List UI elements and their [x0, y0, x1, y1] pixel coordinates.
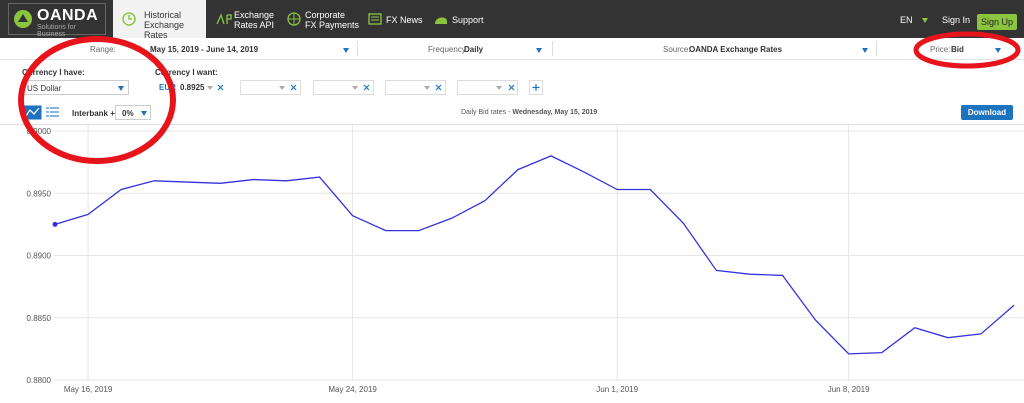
nav-line: Corporate	[305, 10, 346, 20]
dropdown-caret	[862, 48, 868, 53]
frequency-label: Frequency:	[428, 45, 469, 54]
x-tick-label: Jun 1, 2019	[596, 385, 638, 394]
sign-up-button[interactable]: Sign Up	[977, 14, 1017, 30]
globe-icon	[287, 12, 301, 26]
support-icon	[435, 17, 447, 24]
dropdown-caret	[343, 48, 349, 53]
dropdown-caret	[207, 86, 213, 90]
source-value[interactable]: OANDA Exchange Rates	[689, 45, 783, 54]
currency-want-label: Currency I want:	[155, 68, 218, 77]
chart-caption: Daily Bid rates - Wednesday, May 15, 201…	[461, 109, 597, 116]
separator	[357, 41, 358, 56]
nav-item-text: Corporate FX Payments	[305, 10, 359, 30]
nav-item-text: FX News	[386, 15, 423, 25]
nav-line: Exchange	[234, 10, 275, 20]
caption-prefix: Daily Bid rates -	[461, 109, 513, 116]
download-button[interactable]: Download	[961, 105, 1013, 120]
selected-point	[52, 221, 58, 227]
caption-date: Wednesday, May 15, 2019	[512, 109, 598, 116]
x-tick-label: Jun 8, 2019	[828, 385, 870, 394]
nav-line: FX Payments	[305, 20, 360, 30]
y-tick-label: 0.8950	[27, 189, 52, 198]
nav-tab[interactable]: Exchange Rates API	[216, 0, 296, 38]
language[interactable]: EN	[900, 15, 913, 25]
rate-line	[54, 155, 1015, 355]
news-icon	[368, 13, 382, 25]
language-caret	[922, 18, 928, 23]
nav-line: Historical	[144, 10, 182, 20]
x-tick-label: May 16, 2019	[64, 385, 113, 394]
nav-item-text: Exchange Rates API	[234, 10, 274, 30]
y-tick-label: 0.8850	[27, 314, 52, 323]
nav-item-text: Historical Exchange Rates	[144, 10, 206, 40]
logo-text: OANDA	[37, 7, 99, 24]
nav-item-text: Support	[452, 15, 484, 25]
nav-tab[interactable]: Corporate FX Payments	[287, 0, 367, 38]
logo[interactable]: OANDA Solutions for Business	[8, 3, 106, 38]
frequency-value[interactable]: Daily	[464, 45, 484, 54]
separator	[552, 41, 553, 56]
api-icon	[216, 13, 232, 25]
nav-line: Rates API	[234, 20, 275, 30]
y-tick-label: 0.9000	[27, 127, 52, 136]
range-value[interactable]: May 15, 2019 - June 14, 2019	[150, 45, 259, 54]
separator	[876, 41, 877, 56]
currency-want-rate: 0.8925	[180, 83, 205, 92]
nav-line: Exchange Rates	[144, 20, 185, 40]
y-tick-label: 0.8900	[27, 252, 52, 261]
top-nav: OANDA Solutions for Business Historical E…	[0, 0, 1024, 40]
sign-in[interactable]: Sign In	[942, 15, 971, 25]
y-tick-label: 0.8800	[27, 376, 52, 385]
logo-subtitle: Solutions for Business	[37, 24, 76, 38]
nav-tab[interactable]: Support	[434, 0, 494, 38]
clock-icon	[122, 12, 136, 26]
nav-tab-active[interactable]: Historical Exchange Rates	[113, 0, 206, 40]
nav-tab[interactable]: FX News	[368, 0, 428, 38]
dropdown-caret	[536, 48, 542, 53]
logo-icon	[14, 10, 32, 28]
x-tick-label: May 24, 2019	[328, 385, 377, 394]
source-label: Source:	[663, 45, 691, 54]
